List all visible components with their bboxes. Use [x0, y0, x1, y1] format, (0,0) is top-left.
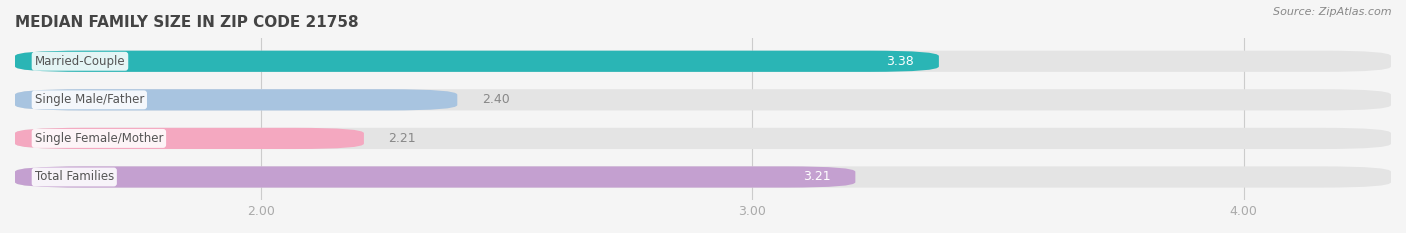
FancyBboxPatch shape [15, 89, 457, 110]
Text: Single Female/Mother: Single Female/Mother [35, 132, 163, 145]
FancyBboxPatch shape [15, 51, 1391, 72]
Text: 2.21: 2.21 [388, 132, 416, 145]
Text: Total Families: Total Families [35, 171, 114, 184]
FancyBboxPatch shape [15, 166, 1391, 188]
FancyBboxPatch shape [15, 128, 364, 149]
Text: Source: ZipAtlas.com: Source: ZipAtlas.com [1274, 7, 1392, 17]
FancyBboxPatch shape [15, 51, 939, 72]
Text: 3.38: 3.38 [887, 55, 914, 68]
FancyBboxPatch shape [15, 128, 1391, 149]
Text: 3.21: 3.21 [803, 171, 831, 184]
Text: Married-Couple: Married-Couple [35, 55, 125, 68]
FancyBboxPatch shape [15, 166, 855, 188]
Text: Single Male/Father: Single Male/Father [35, 93, 143, 106]
Text: MEDIAN FAMILY SIZE IN ZIP CODE 21758: MEDIAN FAMILY SIZE IN ZIP CODE 21758 [15, 15, 359, 30]
FancyBboxPatch shape [15, 89, 1391, 110]
Text: 2.40: 2.40 [482, 93, 509, 106]
